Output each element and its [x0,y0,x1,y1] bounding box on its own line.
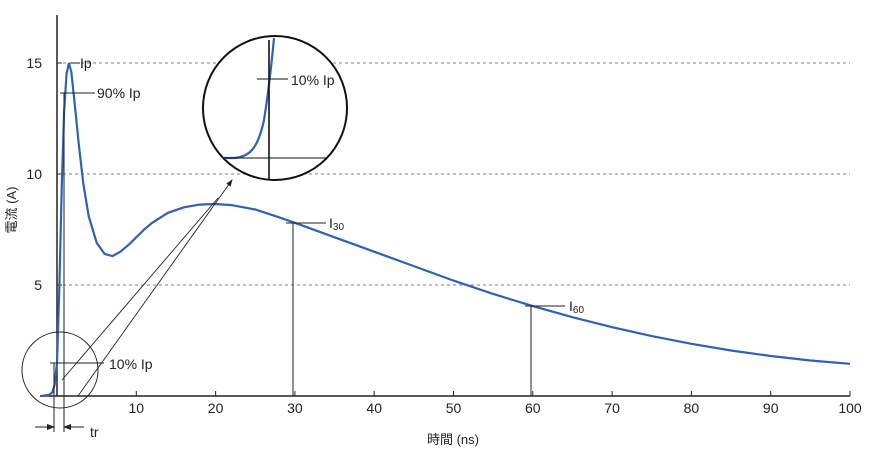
zoom-connector-line [61,197,219,381]
ip90-label: 90% Ip [97,85,141,101]
i30-label: I30 [329,215,344,233]
axis-ticks: 10 20 30 40 50 60 70 80 90 100 5 10 15 [26,55,861,416]
x-tick-label-100: 100 [838,400,862,416]
i60-label: I60 [569,298,584,316]
i60-label-sub: 60 [573,305,585,316]
grid-lines [57,62,850,286]
x-tick-label-70: 70 [604,400,620,416]
y-tick-label-15: 15 [26,55,42,71]
y-tick-label-10: 10 [26,166,42,182]
inset-label: 10% Ip [291,72,335,88]
zoom-origin-circle [21,331,99,409]
x-tick-label-10: 10 [129,400,145,416]
x-tick-label-50: 50 [446,400,462,416]
x-tick-label-60: 60 [525,400,541,416]
i30-label-sub: 30 [333,222,345,233]
i30-label-main: I [329,215,333,231]
y-tick-label-5: 5 [34,277,42,293]
i60-label-main: I [569,298,573,314]
inset-curve [222,37,276,160]
zoom-connector-arrow [77,179,233,397]
x-axis-title: 時間 (ns) [427,432,479,447]
tr-label: tr [90,424,99,440]
data-point-marks [40,62,851,397]
ip-label: Ip [80,55,92,71]
x-tick-label-30: 30 [287,400,303,416]
x-tick-label-90: 90 [763,400,779,416]
zoom-inset: 10% Ip [202,35,348,181]
x-tick-label-40: 40 [366,400,382,416]
series-line [40,62,851,398]
x-tick-label-80: 80 [684,400,700,416]
ip10-label: 10% Ip [109,356,153,372]
y-axis-title: 電流 (A) [4,187,19,234]
x-tick-label-20: 20 [208,400,224,416]
